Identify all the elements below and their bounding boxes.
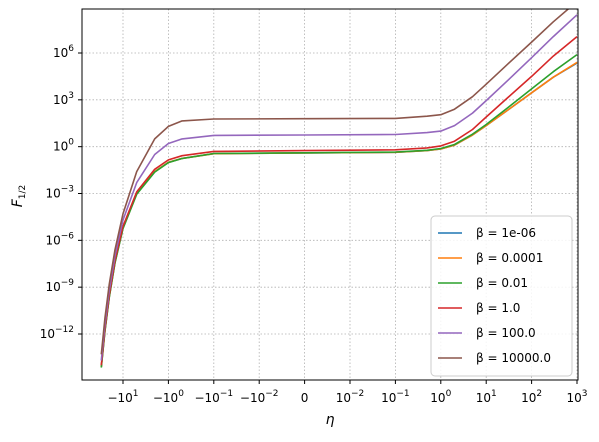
y-axis-label-main: F bbox=[10, 198, 26, 207]
legend-box bbox=[430, 215, 573, 377]
legend-label-0: β = 1e-06 bbox=[476, 226, 536, 240]
x-tick-label: −10−1 bbox=[194, 389, 233, 405]
legend-items: β = 1e-06 β = 0.0001 β = 0.01 β = 1.0 β = 10… bbox=[438, 226, 551, 365]
x-tick-label: −10−2 bbox=[240, 389, 279, 405]
x-tick-label: −100 bbox=[153, 389, 184, 405]
x-tick-label: 102 bbox=[521, 389, 542, 405]
x-tick-label: 101 bbox=[476, 389, 497, 405]
y-tick-label: 10−9 bbox=[45, 278, 74, 294]
legend-label-4: β = 100.0 bbox=[476, 326, 536, 340]
y-axis-label: F1/2 bbox=[10, 185, 28, 208]
y-tick-label: 10−6 bbox=[45, 231, 74, 247]
x-tick-label: 0 bbox=[301, 391, 309, 405]
series-layer bbox=[100, 9, 578, 368]
y-tick-label: 100 bbox=[53, 138, 74, 154]
x-axis-label: η bbox=[326, 412, 335, 428]
legend-label-5: β = 10000.0 bbox=[476, 351, 551, 365]
legend-label-2: β = 0.01 bbox=[476, 276, 528, 290]
x-tick-label: 103 bbox=[566, 389, 587, 405]
legend: β = 1e-06 β = 0.0001 β = 0.01 β = 1.0 β = 10… bbox=[430, 215, 573, 377]
series-line-3 bbox=[100, 35, 578, 366]
plot-frame bbox=[81, 8, 579, 381]
x-axis-ticks: −101 −100 −10−1 −10−2 0 10−2 10−1 100 101 102 103 bbox=[107, 380, 588, 405]
x-tick-label: 10−1 bbox=[381, 389, 410, 405]
series-line-4 bbox=[100, 14, 578, 361]
legend-label-1: β = 0.0001 bbox=[476, 251, 543, 265]
svg-text:F1/2: F1/2 bbox=[10, 185, 28, 208]
x-tick-label: 100 bbox=[430, 389, 451, 405]
y-tick-label: 103 bbox=[53, 91, 74, 107]
x-tick-label: 10−2 bbox=[336, 389, 365, 405]
y-axis-label-sub: 1/2 bbox=[18, 185, 28, 199]
x-tick-label: −101 bbox=[107, 389, 138, 405]
y-tick-label: 10−12 bbox=[40, 325, 74, 341]
series-line-5 bbox=[100, 9, 570, 355]
y-axis-ticks: 10−12 10−9 10−6 10−3 100 103 106 bbox=[40, 44, 82, 341]
legend-label-3: β = 1.0 bbox=[476, 301, 520, 315]
y-tick-label: 106 bbox=[53, 44, 74, 60]
y-tick-label: 10−3 bbox=[45, 185, 74, 201]
